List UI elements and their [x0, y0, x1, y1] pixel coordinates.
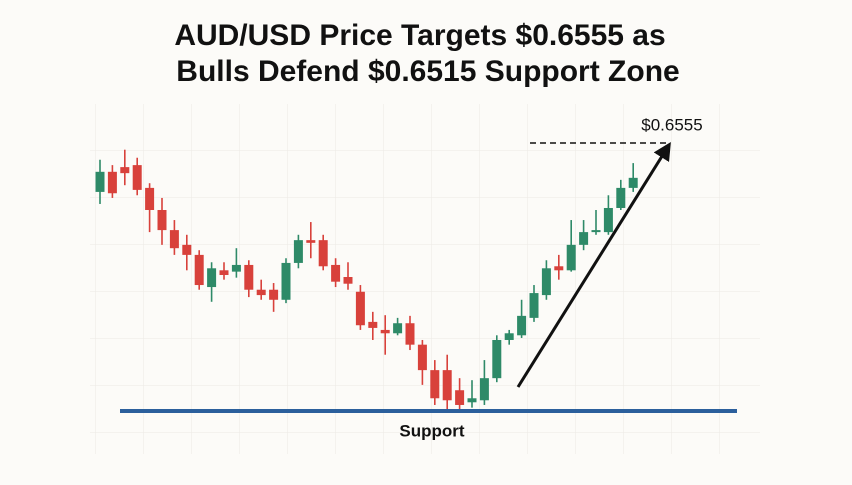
- candle-body: [95, 171, 105, 192]
- candle-body: [479, 378, 489, 401]
- candle-body: [281, 262, 291, 300]
- candle-body: [603, 207, 613, 233]
- target-label: $0.6555: [641, 115, 702, 134]
- candle-body: [579, 232, 589, 245]
- candle-body: [380, 329, 390, 334]
- candle-body: [455, 390, 465, 405]
- candle-body: [554, 266, 564, 271]
- candle-body: [169, 230, 179, 249]
- candle-body: [393, 323, 403, 334]
- candle-body: [616, 187, 626, 208]
- candle-body: [467, 398, 477, 403]
- candle-body: [107, 171, 117, 194]
- candle-body: [182, 244, 192, 255]
- candle-body: [355, 291, 365, 326]
- candle-body: [529, 293, 539, 318]
- candle-body: [256, 289, 266, 296]
- candle-body: [194, 254, 204, 286]
- candle-body: [368, 321, 378, 328]
- candle-body: [244, 264, 254, 290]
- candle-body: [504, 333, 514, 340]
- candle-body: [207, 268, 217, 288]
- candle-body: [219, 270, 229, 275]
- candle-body: [331, 264, 341, 282]
- candle-body: [343, 277, 353, 284]
- candle-body: [517, 315, 527, 336]
- chart-title: Bulls Defend $0.6515 Support Zone: [176, 55, 679, 88]
- candle-body: [566, 244, 576, 271]
- background-grid: [90, 104, 760, 454]
- candle-body: [442, 370, 452, 401]
- candle-body: [306, 240, 316, 243]
- candle-body: [591, 230, 601, 233]
- candle-body: [405, 323, 415, 345]
- candle-body: [231, 264, 241, 272]
- candle-body: [293, 240, 303, 263]
- candle-body: [541, 268, 551, 296]
- candle-body: [318, 240, 328, 267]
- candle-body: [132, 165, 142, 190]
- candle-body: [628, 177, 638, 188]
- candle-body: [430, 370, 440, 399]
- trend-arrow: [516, 141, 671, 388]
- candle-body: [269, 289, 279, 300]
- candle-body: [492, 339, 502, 379]
- candle-body: [120, 167, 130, 174]
- chart-title: AUD/USD Price Targets $0.6555 as: [174, 19, 665, 52]
- candle-body: [417, 344, 427, 371]
- support-label: Support: [399, 421, 464, 440]
- candle-body: [157, 210, 167, 231]
- candle-body: [145, 187, 155, 210]
